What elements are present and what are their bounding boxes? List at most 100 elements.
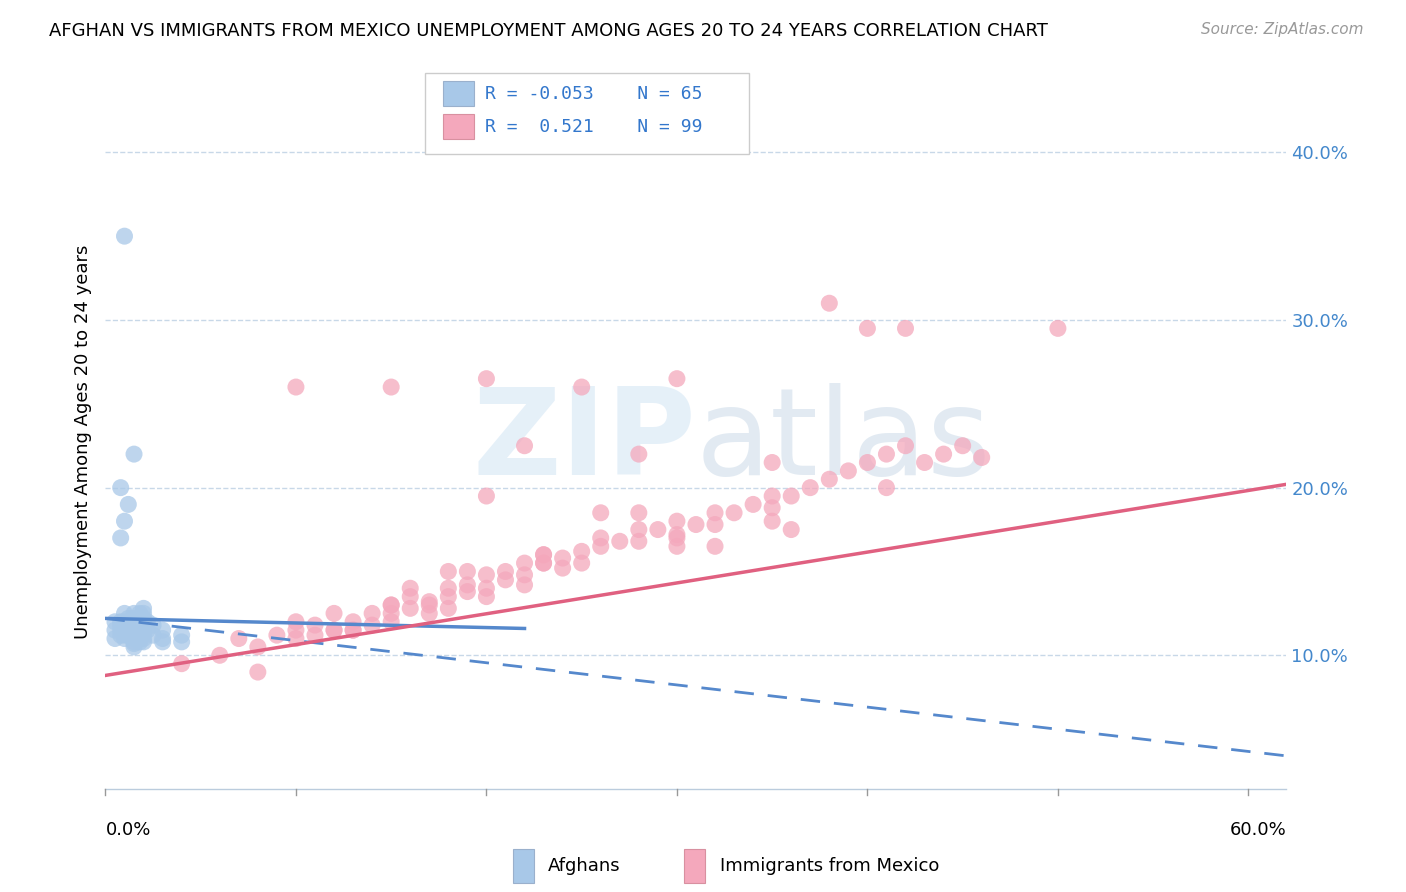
Point (875, 447, 897, 461)
Point (117, 628, 139, 642)
Point (122, 635, 145, 649)
Point (533, 548, 555, 562)
Point (627, 506, 650, 520)
Point (128, 628, 150, 642)
Point (723, 506, 745, 520)
Point (304, 628, 326, 642)
Point (114, 514, 136, 528)
Point (418, 594, 440, 608)
Point (818, 472, 841, 486)
Point (122, 626, 145, 640)
Point (266, 628, 288, 642)
Point (117, 611, 139, 625)
Point (114, 628, 136, 642)
Point (114, 229, 136, 244)
Point (513, 439, 536, 453)
Point (361, 618, 384, 632)
Point (284, 632, 307, 646)
Point (110, 615, 132, 629)
Text: R = -0.053    N = 65: R = -0.053 N = 65 (485, 85, 703, 103)
Point (152, 632, 174, 646)
Point (114, 632, 136, 646)
Point (136, 615, 159, 629)
Point (380, 607, 402, 621)
Point (132, 622, 155, 636)
Point (110, 531, 132, 545)
Point (342, 623, 364, 637)
Point (589, 531, 612, 545)
Point (152, 623, 174, 637)
Point (128, 626, 150, 640)
Point (132, 635, 155, 649)
Point (128, 615, 150, 629)
Text: 60.0%: 60.0% (1230, 821, 1286, 838)
Point (284, 615, 307, 629)
Point (571, 556, 593, 570)
Point (128, 611, 150, 625)
Point (1046, 321, 1069, 335)
Point (704, 517, 727, 532)
Point (475, 372, 498, 386)
Point (856, 321, 879, 335)
Point (128, 607, 150, 621)
Point (456, 565, 478, 579)
Text: 0.0%: 0.0% (105, 821, 150, 838)
Point (685, 517, 707, 532)
Point (894, 439, 917, 453)
Point (323, 623, 346, 637)
Point (122, 618, 145, 632)
Point (533, 556, 555, 570)
Point (418, 607, 440, 621)
Point (952, 439, 974, 453)
Point (342, 615, 364, 629)
Point (110, 628, 132, 642)
Point (627, 523, 650, 537)
FancyBboxPatch shape (513, 848, 534, 883)
Point (246, 665, 269, 679)
Point (228, 632, 250, 646)
Point (437, 601, 460, 615)
Point (104, 623, 127, 637)
Point (323, 607, 346, 621)
Point (495, 573, 517, 587)
Point (761, 500, 783, 515)
Point (475, 590, 498, 604)
Point (104, 632, 127, 646)
Point (104, 615, 127, 629)
Point (665, 527, 688, 541)
FancyBboxPatch shape (685, 848, 706, 883)
Text: Afghans: Afghans (548, 857, 621, 875)
Point (456, 584, 478, 599)
Point (132, 618, 155, 632)
Point (818, 296, 841, 310)
Point (456, 578, 478, 592)
Point (665, 539, 688, 553)
Point (128, 622, 150, 636)
Point (122, 615, 145, 629)
Point (114, 615, 136, 629)
Point (399, 590, 422, 604)
Point (495, 565, 517, 579)
Text: Source: ZipAtlas.com: Source: ZipAtlas.com (1201, 22, 1364, 37)
Point (142, 618, 165, 632)
Point (609, 534, 631, 549)
Point (110, 618, 132, 632)
Point (399, 581, 422, 595)
Point (132, 632, 155, 646)
Point (117, 618, 139, 632)
Text: AFGHAN VS IMMIGRANTS FROM MEXICO UNEMPLOYMENT AMONG AGES 20 TO 24 YEARS CORRELAT: AFGHAN VS IMMIGRANTS FROM MEXICO UNEMPLO… (49, 22, 1047, 40)
Point (647, 523, 669, 537)
Point (323, 623, 346, 637)
Point (665, 531, 688, 545)
Point (380, 380, 402, 394)
Point (571, 380, 593, 394)
Point (121, 623, 143, 637)
Point (136, 623, 159, 637)
Point (761, 489, 783, 503)
Point (704, 539, 727, 553)
Point (780, 523, 803, 537)
Point (513, 578, 536, 592)
Point (551, 551, 574, 566)
Point (513, 567, 536, 582)
Text: ZIP: ZIP (472, 383, 696, 500)
